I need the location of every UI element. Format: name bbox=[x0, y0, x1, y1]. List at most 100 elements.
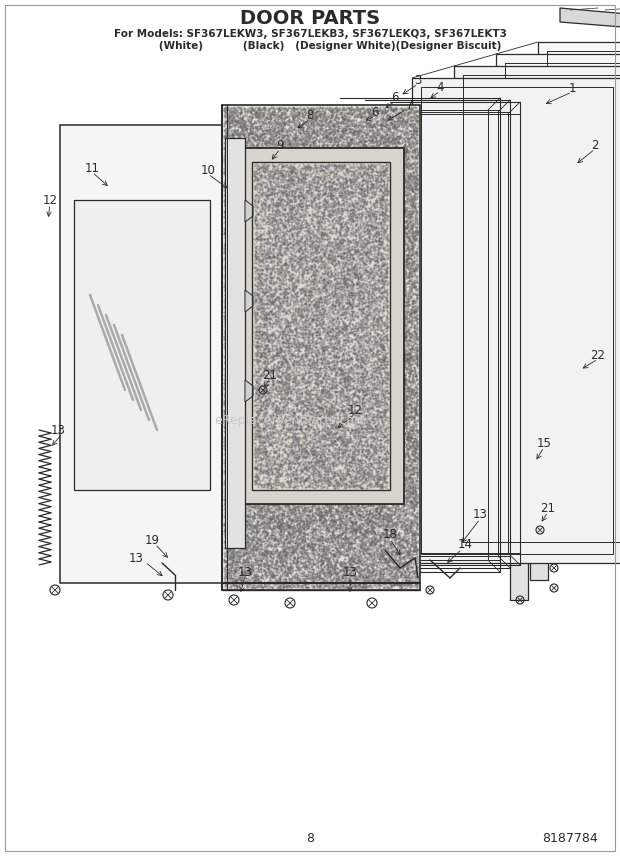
Point bbox=[275, 462, 285, 476]
Point bbox=[381, 397, 391, 411]
Point bbox=[369, 517, 379, 531]
Point bbox=[337, 400, 347, 413]
Point bbox=[240, 561, 250, 574]
Point bbox=[390, 177, 400, 191]
Point bbox=[374, 172, 384, 186]
Point bbox=[389, 101, 399, 115]
Point bbox=[324, 225, 334, 239]
Point bbox=[312, 324, 322, 337]
Point bbox=[408, 210, 418, 223]
Point bbox=[350, 288, 360, 302]
Point bbox=[236, 174, 246, 187]
Point bbox=[225, 361, 235, 375]
Point bbox=[268, 564, 278, 578]
Point bbox=[402, 258, 412, 271]
Point bbox=[360, 412, 370, 425]
Point bbox=[296, 323, 306, 336]
Point bbox=[275, 386, 285, 400]
Point bbox=[345, 475, 355, 489]
Point bbox=[321, 407, 330, 420]
Point bbox=[398, 244, 408, 258]
Point bbox=[264, 201, 274, 215]
Point bbox=[293, 372, 303, 385]
Point bbox=[267, 249, 277, 263]
Point bbox=[303, 367, 312, 381]
Point bbox=[371, 399, 381, 413]
Point bbox=[377, 287, 387, 300]
Point bbox=[231, 372, 241, 386]
Point bbox=[228, 321, 238, 335]
Point bbox=[369, 490, 379, 504]
Point bbox=[286, 159, 296, 173]
Point bbox=[391, 532, 401, 546]
Point bbox=[280, 372, 290, 386]
Point bbox=[355, 509, 365, 523]
Point bbox=[270, 163, 280, 176]
Point bbox=[239, 486, 249, 500]
Point bbox=[289, 443, 299, 456]
Point bbox=[270, 394, 280, 407]
Point bbox=[391, 390, 401, 404]
Point bbox=[349, 473, 359, 487]
Point bbox=[325, 196, 335, 210]
Point bbox=[266, 297, 276, 311]
Point bbox=[398, 353, 408, 366]
Point bbox=[298, 325, 308, 339]
Point bbox=[289, 496, 299, 509]
Point bbox=[261, 315, 271, 329]
Point bbox=[299, 404, 309, 418]
Point bbox=[226, 444, 236, 458]
Point bbox=[304, 288, 314, 301]
Point bbox=[323, 250, 333, 264]
Point bbox=[328, 447, 338, 461]
Point bbox=[405, 473, 415, 486]
Point bbox=[286, 199, 296, 213]
Point bbox=[329, 460, 339, 473]
Point bbox=[378, 382, 388, 395]
Point bbox=[321, 150, 331, 163]
Point bbox=[254, 547, 264, 561]
Point bbox=[233, 218, 243, 232]
Point bbox=[363, 399, 373, 413]
Point bbox=[329, 518, 339, 532]
Point bbox=[324, 526, 334, 539]
Point bbox=[301, 285, 311, 299]
Point bbox=[242, 173, 252, 187]
Point bbox=[372, 476, 382, 490]
Point bbox=[312, 371, 322, 384]
Point bbox=[327, 427, 337, 441]
Point bbox=[341, 253, 351, 267]
Point bbox=[249, 383, 259, 397]
Point bbox=[242, 514, 252, 528]
Point bbox=[335, 140, 345, 154]
Point bbox=[402, 520, 412, 534]
Point bbox=[236, 105, 246, 119]
Point bbox=[281, 305, 291, 318]
Point bbox=[368, 355, 378, 369]
Point bbox=[348, 567, 358, 580]
Point bbox=[307, 209, 317, 223]
Point bbox=[309, 241, 319, 254]
Point bbox=[399, 545, 409, 559]
Point bbox=[334, 547, 344, 561]
Point bbox=[303, 307, 312, 321]
Point bbox=[231, 139, 241, 152]
Point bbox=[346, 417, 356, 431]
Point bbox=[288, 253, 298, 266]
Point bbox=[316, 572, 326, 586]
Point bbox=[410, 150, 420, 163]
Point bbox=[255, 460, 265, 473]
Point bbox=[241, 398, 250, 412]
Point bbox=[359, 317, 369, 330]
Point bbox=[223, 116, 232, 129]
Point bbox=[280, 249, 290, 263]
Point bbox=[337, 458, 347, 472]
Point bbox=[254, 557, 264, 571]
Point bbox=[308, 486, 318, 500]
Point bbox=[262, 187, 272, 200]
Point bbox=[294, 472, 304, 485]
Point bbox=[381, 453, 391, 467]
Point bbox=[385, 260, 395, 274]
Point bbox=[286, 163, 296, 177]
Point bbox=[368, 463, 378, 477]
